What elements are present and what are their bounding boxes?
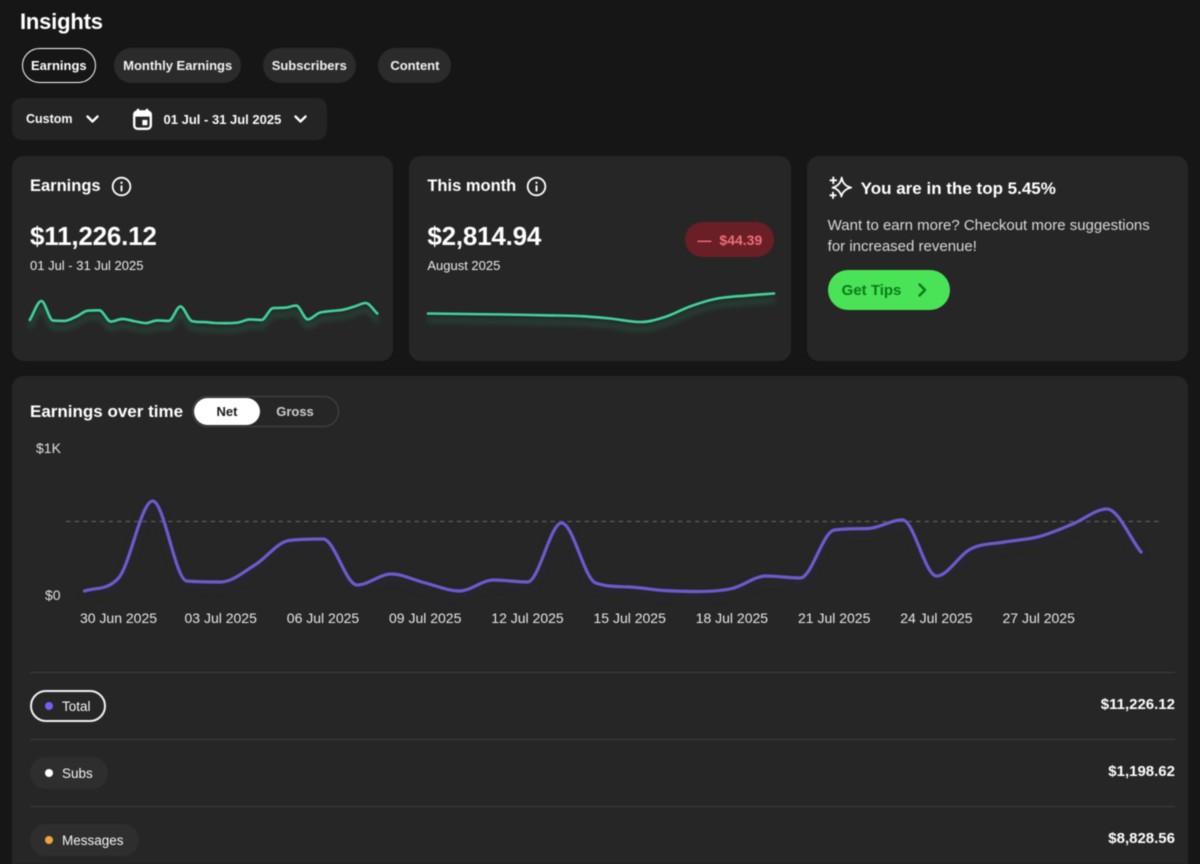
svg-text:30 Jun 2025: 30 Jun 2025 (80, 610, 157, 626)
svg-text:12 Jul 2025: 12 Jul 2025 (491, 610, 564, 626)
svg-text:21 Jul 2025: 21 Jul 2025 (798, 610, 871, 626)
svg-text:03 Jul 2025: 03 Jul 2025 (184, 610, 257, 626)
svg-text:18 Jul 2025: 18 Jul 2025 (696, 610, 769, 626)
svg-text:09 Jul 2025: 09 Jul 2025 (389, 610, 462, 626)
svg-text:$1K: $1K (36, 440, 62, 456)
svg-text:24 Jul 2025: 24 Jul 2025 (900, 610, 973, 626)
svg-text:$0: $0 (45, 587, 61, 603)
svg-text:06 Jul 2025: 06 Jul 2025 (287, 610, 360, 626)
svg-text:27 Jul 2025: 27 Jul 2025 (1002, 610, 1075, 626)
svg-text:15 Jul 2025: 15 Jul 2025 (593, 610, 666, 626)
